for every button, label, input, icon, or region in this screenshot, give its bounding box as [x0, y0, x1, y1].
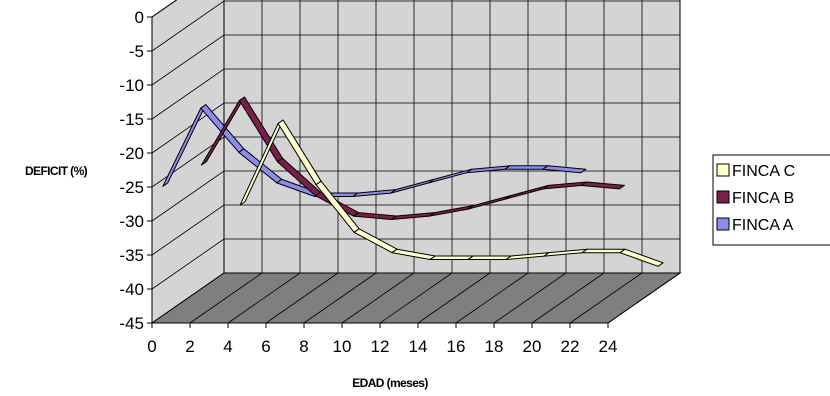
x-tick-label: 20 [523, 337, 542, 356]
floor-gridline [417, 272, 491, 324]
legend-label: FINCA C [732, 163, 795, 180]
floor-gridline [303, 272, 377, 324]
floor-gridline [379, 272, 453, 324]
series-segment [467, 255, 512, 260]
y-tick-label: -45 [119, 314, 144, 333]
series-segment [619, 248, 664, 267]
floor-gridline [493, 272, 567, 324]
chart-grid [151, 0, 681, 324]
series-segment [429, 255, 474, 260]
x-tick-label: 16 [447, 337, 466, 356]
x-tick-label: 12 [371, 337, 390, 356]
chart-walls [150, 0, 682, 324]
floor-gridline [455, 272, 529, 324]
h-gridline [151, 0, 178, 18]
x-tick-label: 6 [261, 337, 270, 356]
y-tick-label: -15 [119, 110, 144, 129]
legend-swatch [716, 217, 730, 231]
y-tick-label: -20 [119, 144, 144, 163]
x-tick-label: 10 [333, 337, 352, 356]
series-finca-a [162, 104, 587, 197]
series-segment [542, 165, 587, 174]
series-segment [581, 248, 626, 254]
floor-gridline [341, 272, 415, 324]
x-tick-label: 22 [561, 337, 580, 356]
x-tick-label: 4 [223, 337, 232, 356]
y-tick-label: -35 [119, 246, 144, 265]
floor-gridline [189, 272, 263, 324]
y-tick-label: -10 [119, 76, 144, 95]
floor-gridline [569, 272, 643, 324]
floor-gridline [531, 272, 605, 324]
y-tick-label: 0 [135, 8, 144, 27]
chart-series [162, 96, 664, 267]
series-segment [504, 165, 549, 170]
legend-swatch [716, 190, 730, 204]
series-finca-c [239, 119, 664, 267]
y-tick-label: -25 [119, 178, 144, 197]
y-tick-label: -5 [129, 42, 144, 61]
y-tick-label: -30 [119, 212, 144, 231]
y-tick-label: -40 [119, 280, 144, 299]
legend-label: FINCA A [732, 217, 794, 234]
legend: FINCA C FINCA B FINCA A [712, 154, 830, 246]
y-axis-title: DEFICIT (%) [25, 164, 88, 178]
legend-label: FINCA B [732, 190, 794, 207]
x-tick-label: 2 [185, 337, 194, 356]
x-tick-label: 14 [409, 337, 428, 356]
floor-gridline [265, 272, 339, 324]
x-tick-label: 24 [599, 337, 618, 356]
floor-gridline [227, 272, 301, 324]
x-tick-label: 0 [147, 337, 156, 356]
chart-tick-labels: 0-5-10-15-20-25-30-35-40-450 2 4 6 8 10 12 14 16… [119, 8, 617, 356]
floor-gridline [607, 272, 681, 324]
side-wall [151, 0, 225, 324]
x-axis-title: EDAD (meses) [352, 376, 428, 390]
series-segment [580, 181, 625, 190]
legend-box [712, 154, 830, 246]
x-tick-label: 18 [485, 337, 504, 356]
legend-swatch [716, 163, 730, 177]
x-tick-label: 8 [299, 337, 308, 356]
